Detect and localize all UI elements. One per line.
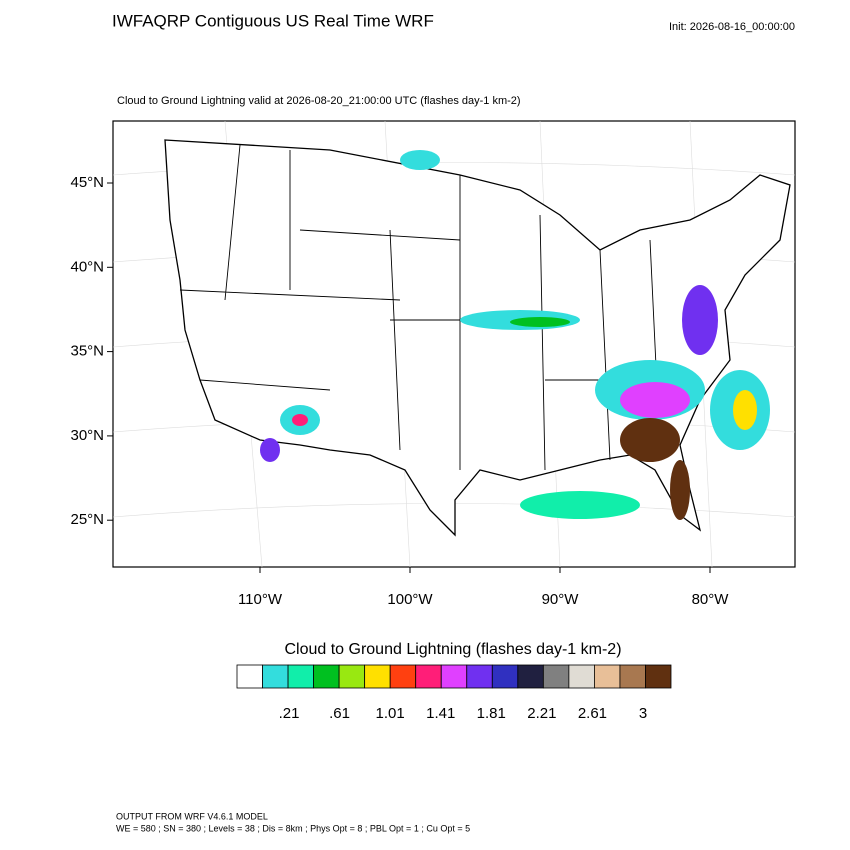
lightning-field — [260, 150, 770, 520]
colorbar-box — [338, 664, 366, 689]
colorbar-label: 1.01 — [376, 705, 405, 722]
colorbar-box — [440, 664, 468, 689]
lat-label: 45°N — [70, 174, 104, 191]
colorbar-box — [415, 664, 442, 689]
colorbar-label: 2.61 — [578, 705, 607, 722]
lon-label: 80°W — [692, 591, 730, 608]
colorbar-box — [364, 664, 391, 689]
lat-label: 40°N — [70, 258, 104, 275]
map — [112, 120, 796, 568]
colorbar-box — [389, 664, 417, 689]
colorbar-box — [619, 664, 646, 689]
colorbar-box — [262, 664, 289, 689]
footer-line: OUTPUT FROM WRF V4.6.1 MODEL — [116, 811, 268, 821]
footer-line: WE = 580 ; SN = 380 ; Levels = 38 ; Dis … — [116, 823, 470, 833]
colorbar-label: 1.81 — [477, 705, 506, 722]
colorbar-box — [287, 664, 314, 689]
colorbar: .21 .61 1.01 1.41 1.81 2.21 2.61 3 — [236, 664, 672, 722]
colorbar-label: .21 — [279, 705, 300, 722]
colorbar-box — [236, 664, 263, 689]
colorbar-label: .61 — [329, 705, 350, 722]
colorbar-box — [594, 664, 621, 689]
colorbar-box — [491, 664, 519, 689]
lat-label: 35°N — [70, 343, 104, 360]
init-time: Init: 2026-08-16_00:00:00 — [669, 21, 795, 33]
lon-label: 110°W — [238, 591, 283, 608]
colorbar-box — [542, 664, 570, 689]
colorbar-label: 1.41 — [426, 705, 455, 722]
colorbar-box — [645, 664, 672, 689]
map-subtitle: Cloud to Ground Lightning valid at 2026-… — [117, 95, 521, 107]
lat-label: 30°N — [70, 427, 104, 444]
colorbar-box — [466, 664, 493, 689]
colorbar-box — [517, 664, 544, 689]
lon-label: 100°W — [387, 591, 433, 608]
lat-label: 25°N — [70, 511, 104, 528]
lon-label: 90°W — [542, 591, 580, 608]
lat-labels: 45°N 40°N 35°N 30°N 25°N — [70, 174, 113, 528]
colorbar-label: 3 — [639, 705, 647, 722]
lon-labels: 110°W 100°W 90°W 80°W — [238, 567, 729, 608]
colorbar-label: 2.21 — [527, 705, 556, 722]
title: IWFAQRP Contiguous US Real Time WRF — [112, 11, 434, 30]
colorbar-box — [313, 664, 340, 689]
colorbar-title: Cloud to Ground Lightning (flashes day-1… — [284, 641, 621, 658]
colorbar-box — [568, 664, 595, 689]
